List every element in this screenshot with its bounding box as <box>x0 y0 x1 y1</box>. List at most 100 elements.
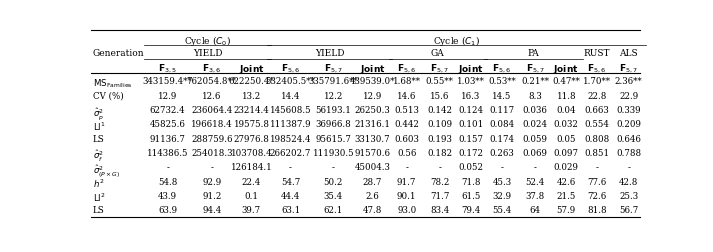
Text: 266202.7: 266202.7 <box>270 149 312 158</box>
Text: 198524.4: 198524.4 <box>270 135 312 144</box>
Text: 91570.6: 91570.6 <box>354 149 391 158</box>
Text: 0.209: 0.209 <box>616 120 641 129</box>
Text: 47.8: 47.8 <box>363 206 382 215</box>
Text: $h^2$: $h^2$ <box>93 178 104 190</box>
Text: 111930.5: 111930.5 <box>312 149 354 158</box>
Text: 71.8: 71.8 <box>461 178 481 187</box>
Text: -: - <box>166 163 169 172</box>
Text: 0.101: 0.101 <box>458 120 483 129</box>
Text: 0.193: 0.193 <box>427 135 452 144</box>
Text: 0.182: 0.182 <box>427 149 452 158</box>
Text: 64: 64 <box>530 206 540 215</box>
Text: 196618.4: 196618.4 <box>191 120 232 129</box>
Text: 12.2: 12.2 <box>324 92 343 101</box>
Text: 14.6: 14.6 <box>397 92 416 101</box>
Text: 1.68**: 1.68** <box>393 77 421 86</box>
Text: Cycle ($C_1$): Cycle ($C_1$) <box>434 34 481 48</box>
Text: 0.036: 0.036 <box>523 106 548 115</box>
Text: $\mathbf{Joint}$: $\mathbf{Joint}$ <box>359 63 385 76</box>
Text: 0.808: 0.808 <box>584 135 610 144</box>
Text: 56.7: 56.7 <box>619 206 638 215</box>
Text: 62732.4: 62732.4 <box>150 106 185 115</box>
Text: 93.0: 93.0 <box>397 206 416 215</box>
Text: 16.3: 16.3 <box>461 92 481 101</box>
Text: 71.7: 71.7 <box>430 192 449 201</box>
Text: 343159.4**: 343159.4** <box>143 77 193 86</box>
Text: YIELD: YIELD <box>193 49 222 58</box>
Text: 45825.6: 45825.6 <box>150 120 185 129</box>
Text: YIELD: YIELD <box>315 49 344 58</box>
Text: 0.788: 0.788 <box>616 149 641 158</box>
Text: 37.8: 37.8 <box>525 192 545 201</box>
Text: 19575.8: 19575.8 <box>233 120 270 129</box>
Text: 0.554: 0.554 <box>585 120 609 129</box>
Text: 114386.5: 114386.5 <box>147 149 188 158</box>
Text: 103708.4: 103708.4 <box>230 149 272 158</box>
Text: $\mathbf{Joint}$: $\mathbf{Joint}$ <box>239 63 265 76</box>
Text: Generation: Generation <box>93 49 145 58</box>
Text: 13.2: 13.2 <box>242 92 261 101</box>
Text: 0.142: 0.142 <box>427 106 452 115</box>
Text: 0.097: 0.097 <box>554 149 579 158</box>
Text: 145608.5: 145608.5 <box>270 106 312 115</box>
Text: 12.9: 12.9 <box>158 92 178 101</box>
Text: 90.1: 90.1 <box>397 192 416 201</box>
Text: 91.7: 91.7 <box>397 178 416 187</box>
Text: -: - <box>595 163 598 172</box>
Text: $\mathrm{MS_{Families}}$: $\mathrm{MS_{Families}}$ <box>93 77 133 90</box>
Text: LS: LS <box>93 135 105 144</box>
Text: 0.029: 0.029 <box>554 163 579 172</box>
Text: 26250.3: 26250.3 <box>354 106 390 115</box>
Text: $\mathbf{F}_{5,7}$: $\mathbf{F}_{5,7}$ <box>324 63 343 75</box>
Text: -: - <box>627 163 630 172</box>
Text: 0.442: 0.442 <box>394 120 419 129</box>
Text: 22.4: 22.4 <box>242 178 261 187</box>
Text: 21316.1: 21316.1 <box>354 120 391 129</box>
Text: 0.55**: 0.55** <box>426 77 453 86</box>
Text: 91.2: 91.2 <box>202 192 221 201</box>
Text: 2.36**: 2.36** <box>615 77 642 86</box>
Text: $\mathbf{F}_{5,6}$: $\mathbf{F}_{5,6}$ <box>281 63 300 75</box>
Text: 56193.1: 56193.1 <box>315 106 352 115</box>
Text: 55.4: 55.4 <box>493 206 512 215</box>
Text: 0.263: 0.263 <box>490 149 514 158</box>
Text: 762054.8**: 762054.8** <box>187 77 237 86</box>
Text: CV (%): CV (%) <box>93 92 124 101</box>
Text: 0.174: 0.174 <box>490 135 515 144</box>
Text: 43.9: 43.9 <box>158 192 178 201</box>
Text: 27976.8: 27976.8 <box>233 135 270 144</box>
Text: 14.4: 14.4 <box>281 92 300 101</box>
Text: 12.9: 12.9 <box>363 92 382 101</box>
Text: 0.124: 0.124 <box>458 106 483 115</box>
Text: 92.9: 92.9 <box>202 178 221 187</box>
Text: 63.1: 63.1 <box>281 206 300 215</box>
Text: 532405.5**: 532405.5** <box>266 77 315 86</box>
Text: $\mathbf{F}_{5,6}$: $\mathbf{F}_{5,6}$ <box>493 63 512 75</box>
Text: 14.5: 14.5 <box>493 92 512 101</box>
Text: 0.851: 0.851 <box>584 149 610 158</box>
Text: -: - <box>501 163 503 172</box>
Text: 0.052: 0.052 <box>458 163 483 172</box>
Text: 83.4: 83.4 <box>430 206 449 215</box>
Text: 0.059: 0.059 <box>523 135 548 144</box>
Text: 45.3: 45.3 <box>493 178 512 187</box>
Text: 0.47**: 0.47** <box>553 77 580 86</box>
Text: $\hat{\sigma}^2_f$: $\hat{\sigma}^2_f$ <box>93 149 104 164</box>
Text: 91136.7: 91136.7 <box>150 135 185 144</box>
Text: 95615.7: 95615.7 <box>315 135 352 144</box>
Text: $\mathbf{F}_{3,5}$: $\mathbf{F}_{3,5}$ <box>158 63 177 75</box>
Text: $\mathbf{F}_{5,6}$: $\mathbf{F}_{5,6}$ <box>397 63 416 75</box>
Text: $\mathbf{Joint}$: $\mathbf{Joint}$ <box>553 63 579 76</box>
Text: $\mathbf{F}_{5,7}$: $\mathbf{F}_{5,7}$ <box>430 63 449 75</box>
Text: 0.172: 0.172 <box>458 149 483 158</box>
Text: -: - <box>438 163 441 172</box>
Text: 0.339: 0.339 <box>616 106 641 115</box>
Text: 439539.0*: 439539.0* <box>350 77 395 86</box>
Text: 32.9: 32.9 <box>493 192 512 201</box>
Text: 22.9: 22.9 <box>619 92 638 101</box>
Text: 36966.8: 36966.8 <box>315 120 352 129</box>
Text: $\hat{\sigma}^2_{(P \times G)}$: $\hat{\sigma}^2_{(P \times G)}$ <box>93 163 120 180</box>
Text: 111387.9: 111387.9 <box>270 120 312 129</box>
Text: 0.024: 0.024 <box>523 120 548 129</box>
Text: 81.8: 81.8 <box>587 206 607 215</box>
